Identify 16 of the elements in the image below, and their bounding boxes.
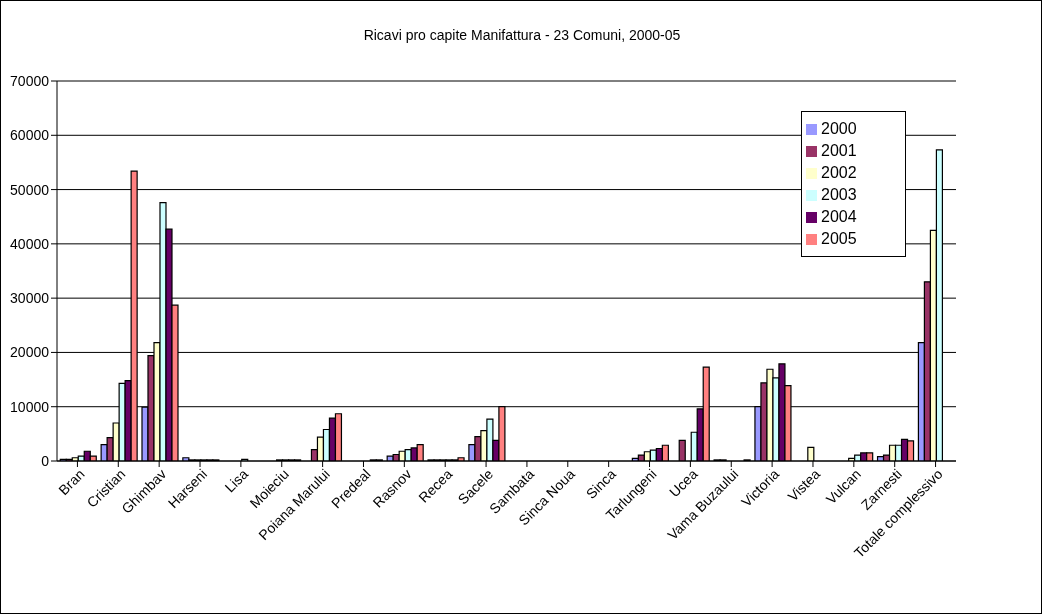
legend-label: 2005 (821, 230, 857, 247)
legend-label: 2001 (821, 142, 857, 159)
chart-title: Ricavi pro capite Manifattura - 23 Comuni, 2000-05 (362, 27, 682, 43)
legend-label: 2000 (821, 120, 857, 137)
y-tick-label: 0 (41, 452, 50, 469)
legend-label: 2002 (821, 164, 857, 181)
x-tick-label: Lisa (221, 465, 252, 496)
y-tick-label: 60000 (10, 127, 50, 144)
legend-label: 2004 (821, 208, 857, 225)
y-tick-label: 50000 (10, 181, 50, 198)
legend-label: 2003 (821, 186, 857, 203)
y-tick-label: 20000 (10, 344, 50, 361)
y-tick-label: 70000 (10, 72, 50, 89)
y-tick-label: 40000 (10, 235, 50, 252)
y-tick-label: 10000 (10, 398, 50, 415)
y-tick-label: 30000 (10, 290, 50, 307)
